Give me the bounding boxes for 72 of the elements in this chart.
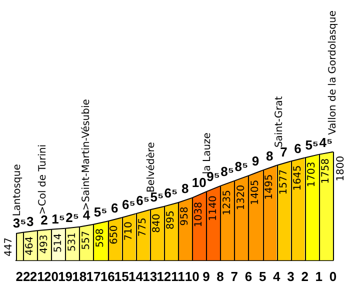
annotation: 8⁵	[234, 158, 248, 174]
data-label: 1320	[236, 184, 248, 210]
data-label: 447	[4, 237, 15, 257]
x-tick-label: 12	[156, 268, 172, 284]
annotation: 6⁵	[136, 192, 150, 208]
data-label: 531	[66, 232, 78, 252]
annotation: 5⁵	[94, 204, 108, 220]
data-label: 840	[151, 214, 162, 233]
annotation: 4⁵	[319, 134, 333, 150]
annotation: 10	[192, 174, 206, 190]
annotation: 6⁵	[164, 186, 178, 201]
x-tick-label: 11	[171, 268, 185, 284]
x-tick-label: 21	[30, 268, 44, 284]
x-tick-label: 10	[184, 268, 200, 284]
data-label: 1645	[292, 165, 304, 191]
annotation: Saint-Grat	[274, 96, 286, 148]
x-tick-label: 2	[301, 268, 308, 284]
annotation: 5⁵	[305, 138, 319, 153]
data-label: 1495	[264, 174, 276, 200]
data-label: 514	[52, 233, 64, 253]
x-tick-label: 18	[72, 268, 87, 284]
x-tick-label: 9	[202, 268, 210, 284]
x-tick-label: 8	[216, 268, 224, 284]
data-label: 1038	[194, 202, 205, 228]
data-label: 895	[166, 210, 177, 230]
annotation: 8	[266, 148, 274, 164]
x-tick-label: 5	[258, 268, 266, 284]
data-label: 1800	[336, 156, 347, 182]
data-label: 493	[38, 234, 50, 254]
annotation: >Saint-Martin-Vésubie	[81, 99, 92, 211]
data-label: 598	[95, 228, 106, 248]
data-label: 1758	[320, 158, 332, 184]
annotation: 2	[40, 212, 48, 228]
data-label: 1703	[306, 162, 318, 188]
x-tick-label: 16	[100, 268, 115, 284]
x-tick-label: 17	[86, 268, 101, 284]
annotation: 9	[252, 153, 260, 168]
x-tick-label: 20	[44, 268, 58, 284]
data-label: 1235	[222, 190, 233, 216]
annotation: 1⁵	[52, 211, 65, 226]
x-tick-label: 14	[128, 268, 144, 284]
annotation: 6	[111, 200, 118, 216]
data-label: 710	[123, 222, 134, 241]
annotation: Lantosque	[12, 164, 24, 216]
x-tick-label: 6	[244, 268, 252, 284]
data-label: 775	[137, 218, 148, 237]
annotation: Vallon de la Gordolasque	[328, 10, 339, 135]
annotation: >Col de Turini	[37, 144, 48, 214]
data-label: 650	[109, 225, 120, 244]
x-tick-label: 15	[114, 268, 129, 284]
annotation: 8	[181, 180, 189, 196]
data-label: 1577	[278, 169, 290, 195]
annotation: 3⁵	[12, 216, 26, 231]
annotation: 6	[294, 140, 302, 156]
x-tick-label: 19	[58, 268, 73, 284]
annotation: 3	[26, 214, 34, 229]
data-label: 464	[24, 236, 36, 256]
x-tick-label: 3	[287, 268, 294, 284]
x-tick-label: 7	[230, 268, 238, 284]
data-label: 557	[81, 230, 92, 250]
data-label: 958	[180, 206, 191, 226]
data-label: 1140	[208, 196, 219, 222]
annotation: 6⁵	[122, 196, 136, 212]
annotation: 8⁵	[220, 164, 234, 179]
x-tick-label: 0	[329, 268, 337, 284]
annotation: 2⁵	[66, 210, 80, 225]
annotation: Belvédère	[146, 142, 157, 192]
x-tick-label: 4	[273, 268, 282, 284]
data-label: 1405	[250, 180, 262, 206]
x-tick-label: 13	[142, 268, 158, 284]
x-tick-label: 22	[16, 268, 30, 284]
x-tick-label: 1	[315, 268, 323, 284]
